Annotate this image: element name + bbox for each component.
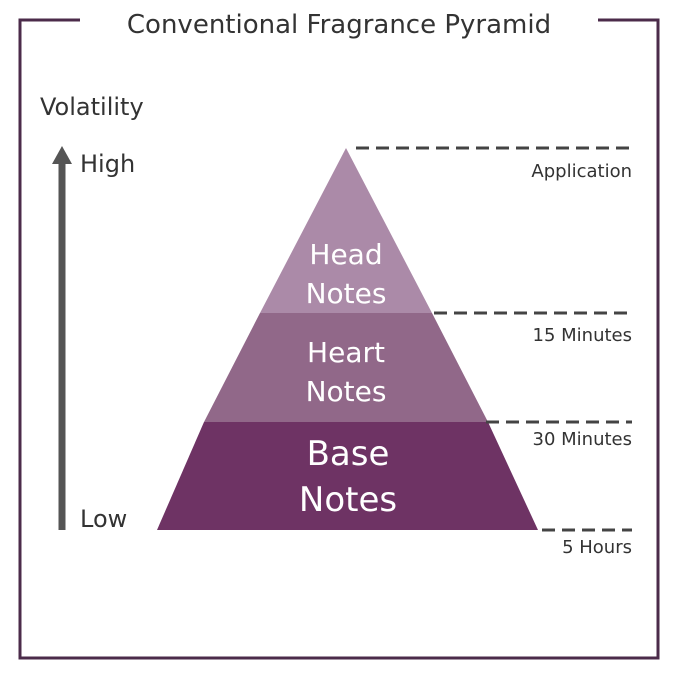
time-30-minutes: 30 Minutes	[533, 429, 632, 450]
title: Conventional Fragrance Pyramid	[127, 10, 551, 40]
low-label: Low	[80, 505, 127, 533]
time-application: Application	[531, 161, 632, 182]
heart-notes-layer	[204, 313, 488, 422]
head-notes-layer	[260, 148, 432, 313]
head-notes-label: Head Notes	[306, 238, 387, 310]
frame	[18, 18, 660, 660]
high-label: High	[80, 150, 135, 178]
base-notes-layer	[157, 422, 538, 530]
time-15-minutes: 15 Minutes	[533, 325, 632, 346]
arrow-head-icon	[52, 146, 72, 164]
time-5-hours: 5 Hours	[562, 537, 632, 558]
axis-label: Volatility	[40, 93, 144, 121]
heart-notes-label: Heart Notes	[306, 336, 387, 408]
base-notes-label: Base Notes	[299, 434, 397, 520]
